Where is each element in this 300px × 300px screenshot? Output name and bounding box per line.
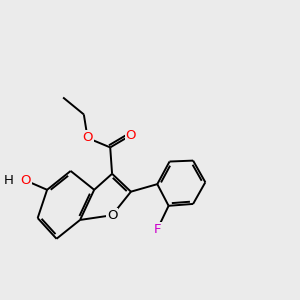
Text: F: F — [154, 223, 161, 236]
Text: O: O — [82, 131, 93, 145]
Text: O: O — [20, 174, 31, 187]
Text: H: H — [3, 174, 13, 187]
Text: O: O — [107, 209, 117, 222]
Text: O: O — [126, 129, 136, 142]
